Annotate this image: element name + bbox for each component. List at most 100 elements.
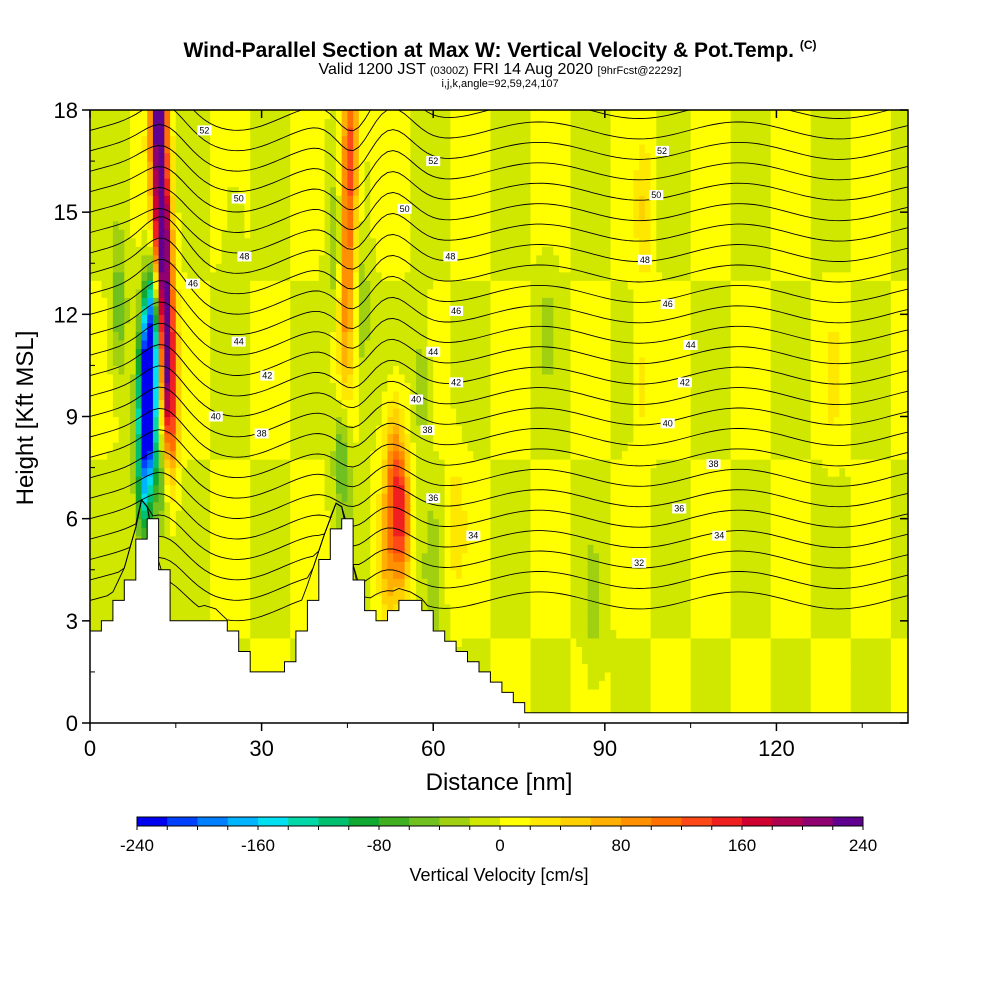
velocity-cell xyxy=(330,203,337,213)
velocity-cell xyxy=(278,314,286,324)
velocity-cell xyxy=(204,595,211,605)
velocity-cell xyxy=(478,314,486,324)
velocity-cell xyxy=(227,442,234,452)
velocity-cell xyxy=(101,501,108,511)
velocity-cell xyxy=(484,561,492,571)
velocity-cell xyxy=(210,356,217,367)
velocity-cell xyxy=(267,442,274,452)
velocity-cell xyxy=(261,552,268,562)
velocity-cell xyxy=(215,144,223,154)
velocity-cell xyxy=(278,246,286,256)
velocity-cell xyxy=(112,203,120,213)
velocity-cell xyxy=(238,127,246,137)
velocity-cell xyxy=(473,331,480,341)
velocity-cell xyxy=(427,569,434,579)
velocity-cell xyxy=(267,646,274,656)
velocity-cell xyxy=(170,339,177,349)
velocity-cell xyxy=(467,510,474,520)
velocity-cell xyxy=(164,144,171,154)
velocity-cell xyxy=(158,416,165,426)
velocity-cell xyxy=(410,373,417,384)
velocity-cell xyxy=(398,365,406,375)
velocity-cell xyxy=(181,246,188,256)
velocity-cell xyxy=(433,544,440,554)
velocity-cell xyxy=(313,229,320,239)
velocity-cell xyxy=(421,527,429,537)
velocity-cell xyxy=(410,186,417,196)
velocity-cell xyxy=(341,450,349,460)
velocity-cell xyxy=(330,348,337,358)
velocity-cell xyxy=(210,288,217,298)
velocity-cell xyxy=(376,212,383,222)
velocity-cell xyxy=(330,161,337,171)
velocity-cell xyxy=(112,110,120,120)
velocity-cell xyxy=(175,339,183,349)
velocity-cell xyxy=(376,127,383,137)
velocity-cell xyxy=(290,254,297,264)
velocity-cell xyxy=(130,339,137,349)
velocity-cell xyxy=(307,501,314,511)
velocity-cell xyxy=(335,407,343,418)
velocity-cell xyxy=(421,493,429,503)
velocity-cell xyxy=(295,476,303,486)
velocity-cell xyxy=(170,518,177,528)
velocity-cell xyxy=(318,212,326,222)
velocity-cell xyxy=(307,297,314,307)
velocity-cell xyxy=(398,161,406,171)
velocity-cell xyxy=(301,450,308,460)
velocity-cell xyxy=(118,169,125,179)
velocity-cell xyxy=(307,110,314,120)
velocity-cell xyxy=(124,459,131,469)
velocity-cell xyxy=(381,161,389,171)
velocity-cell xyxy=(118,195,125,205)
velocity-cell xyxy=(370,518,377,528)
velocity-cell xyxy=(364,399,371,409)
velocity-cell xyxy=(95,535,103,545)
velocity-cell xyxy=(478,629,486,639)
velocity-cell xyxy=(250,518,257,528)
velocity-cell xyxy=(461,178,469,188)
velocity-cell xyxy=(221,263,228,273)
velocity-cell xyxy=(364,442,371,452)
velocity-cell xyxy=(301,544,308,554)
velocity-cell xyxy=(318,433,326,443)
velocity-cell xyxy=(347,178,354,188)
velocity-cell xyxy=(393,578,400,588)
velocity-cell xyxy=(238,442,246,452)
velocity-cell xyxy=(250,569,257,579)
velocity-cell xyxy=(273,348,280,358)
velocity-cell xyxy=(444,390,451,401)
velocity-cell xyxy=(478,425,486,435)
velocity-cell xyxy=(318,237,326,247)
velocity-cell xyxy=(221,152,228,162)
velocity-cell xyxy=(381,127,389,137)
velocity-cell xyxy=(410,331,417,341)
velocity-cell xyxy=(456,459,463,469)
velocity-cell xyxy=(290,135,297,145)
velocity-cell xyxy=(376,229,383,239)
velocity-cell xyxy=(370,135,377,145)
velocity-cell xyxy=(473,254,480,264)
velocity-cell xyxy=(95,212,103,222)
velocity-cell xyxy=(118,433,125,443)
velocity-cell xyxy=(101,237,108,247)
velocity-cell xyxy=(101,263,108,273)
velocity-cell xyxy=(130,535,137,545)
velocity-cell xyxy=(112,254,120,264)
velocity-cell xyxy=(461,144,469,154)
velocity-cell xyxy=(198,586,206,596)
velocity-cell xyxy=(410,365,417,375)
velocity-cell xyxy=(158,195,165,205)
velocity-cell xyxy=(307,331,314,341)
velocity-cell xyxy=(261,586,268,596)
velocity-cell xyxy=(101,544,108,554)
velocity-cell xyxy=(107,356,114,367)
velocity-cell xyxy=(118,407,125,418)
velocity-cell xyxy=(387,535,394,545)
velocity-cell xyxy=(164,442,171,452)
velocity-cell xyxy=(290,280,297,290)
velocity-cell xyxy=(107,552,114,562)
velocity-cell xyxy=(261,314,268,324)
velocity-cell xyxy=(353,314,360,324)
velocity-cell xyxy=(433,305,440,315)
